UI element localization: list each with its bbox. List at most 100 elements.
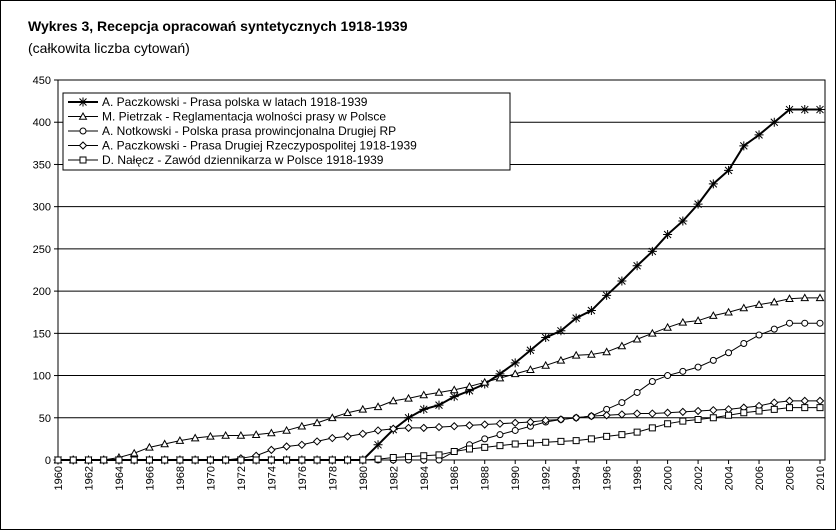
- legend-marker: [79, 156, 87, 164]
- point: [633, 388, 641, 396]
- point: [115, 456, 123, 464]
- point: [510, 369, 520, 378]
- point: [602, 347, 611, 356]
- point: [420, 452, 428, 460]
- point: [267, 445, 276, 455]
- point: [419, 390, 429, 399]
- point: [283, 456, 291, 464]
- point: [465, 382, 474, 390]
- legend-marker: [78, 97, 88, 107]
- legend-marker: [79, 127, 87, 135]
- point: [222, 456, 230, 464]
- point: [709, 356, 717, 364]
- point: [678, 216, 688, 226]
- point: [709, 414, 717, 422]
- point: [389, 453, 397, 461]
- point: [739, 141, 749, 151]
- point: [343, 408, 352, 417]
- point: [556, 355, 566, 364]
- point: [800, 293, 810, 302]
- x-tick-label: 2004: [724, 466, 736, 490]
- point: [587, 411, 596, 421]
- x-tick-label: 2010: [815, 466, 827, 490]
- point: [648, 328, 657, 337]
- point: [740, 409, 748, 417]
- point: [571, 313, 581, 323]
- point: [145, 456, 153, 464]
- point: [419, 423, 428, 433]
- point: [419, 404, 429, 414]
- legend-label: A. Paczkowski - Prasa Drugiej Rzeczyposp…: [102, 139, 417, 153]
- point: [556, 326, 566, 336]
- point: [190, 433, 200, 442]
- y-tick-label: 200: [33, 286, 51, 298]
- point: [632, 261, 642, 271]
- point: [526, 365, 535, 373]
- point: [191, 456, 199, 464]
- legend-label: A. Paczkowski - Prasa polska w latach 19…: [102, 95, 368, 109]
- point: [237, 456, 245, 464]
- x-tick-label: 1972: [236, 466, 248, 490]
- chart-title: Wykres 3, Recepcja opracowań syntetyczny…: [28, 18, 408, 34]
- point: [434, 387, 444, 396]
- point: [405, 453, 413, 461]
- point: [525, 345, 535, 355]
- point: [602, 411, 611, 420]
- point: [587, 349, 596, 358]
- point: [373, 440, 383, 450]
- y-tick-label: 50: [39, 413, 51, 425]
- point: [664, 372, 672, 380]
- point: [267, 456, 275, 464]
- y-tick-label: 300: [33, 202, 51, 214]
- point: [449, 392, 459, 402]
- point: [434, 400, 444, 410]
- point: [435, 451, 443, 459]
- point: [816, 404, 824, 412]
- point: [510, 418, 520, 428]
- y-tick-label: 450: [33, 75, 51, 87]
- point: [648, 424, 656, 432]
- legend-label: M. Pietrzak - Reglamentacja wolności pra…: [102, 110, 386, 124]
- legend-label: D. Nałęcz - Zawód dziennikarza w Polsce …: [102, 153, 384, 167]
- point: [602, 290, 612, 300]
- y-tick-label: 400: [33, 117, 51, 129]
- point: [693, 316, 703, 324]
- point: [54, 456, 62, 464]
- point: [404, 413, 414, 423]
- x-tick-label: 1964: [114, 466, 126, 490]
- x-tick-label: 1970: [205, 466, 217, 490]
- point: [648, 409, 657, 418]
- point: [388, 396, 398, 405]
- x-tick-label: 2002: [693, 466, 705, 490]
- y-tick-label: 250: [33, 244, 51, 256]
- point: [618, 431, 626, 439]
- x-tick-label: 1962: [83, 466, 95, 490]
- point: [587, 435, 595, 443]
- point: [130, 456, 138, 464]
- point: [481, 443, 489, 451]
- point: [632, 409, 642, 418]
- point: [358, 404, 368, 413]
- point: [511, 426, 519, 434]
- point: [465, 421, 474, 430]
- point: [221, 430, 230, 439]
- point: [571, 413, 581, 422]
- y-tick-label: 100: [33, 371, 51, 383]
- point: [145, 442, 154, 451]
- legend-marker: [78, 111, 88, 120]
- point: [678, 317, 688, 326]
- x-tick-label: 1982: [388, 466, 400, 490]
- x-tick-label: 2006: [754, 466, 766, 490]
- legend-marker: [78, 141, 88, 150]
- x-tick-label: 1988: [480, 466, 492, 490]
- point: [693, 406, 703, 416]
- x-tick-label: 1966: [144, 466, 156, 490]
- point: [785, 294, 794, 303]
- point: [786, 404, 794, 412]
- point: [236, 430, 246, 439]
- point: [725, 349, 733, 357]
- point: [679, 367, 687, 375]
- point: [769, 297, 779, 306]
- point: [298, 456, 306, 464]
- point: [449, 385, 459, 394]
